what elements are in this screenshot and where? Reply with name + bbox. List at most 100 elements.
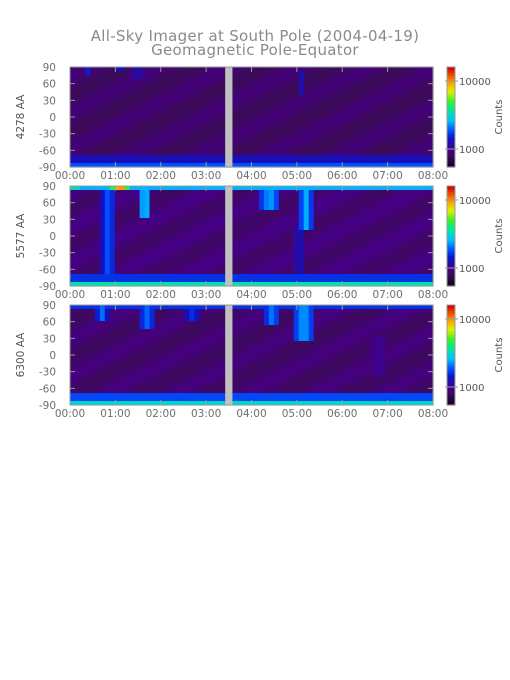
- heatmap-cell: [403, 242, 409, 247]
- heatmap-cell: [268, 365, 275, 370]
- heatmap-cell: [418, 83, 424, 88]
- heatmap-cell: [258, 381, 265, 386]
- heatmap-cell: [288, 218, 295, 223]
- heatmap-cell: [244, 262, 250, 267]
- heatmap-cell: [398, 95, 404, 100]
- heatmap-cell: [99, 206, 106, 211]
- heatmap-cell: [159, 349, 166, 354]
- heatmap-cell: [383, 230, 389, 235]
- heatmap-cell: [174, 254, 180, 259]
- colorbar-step: [447, 153, 455, 156]
- heatmap-cell: [209, 254, 215, 259]
- heatmap-cell: [99, 163, 106, 168]
- heatmap-cell: [288, 230, 295, 235]
- heatmap-cell: [403, 91, 409, 96]
- heatmap-cell: [293, 206, 300, 211]
- heatmap-cell: [278, 365, 285, 370]
- heatmap-cell: [253, 325, 260, 330]
- heatmap-cell: [124, 397, 131, 402]
- heatmap-cell: [333, 262, 340, 267]
- heatmap-cell: [209, 99, 215, 104]
- heatmap-cell: [353, 127, 360, 132]
- heatmap-cell: [293, 234, 300, 239]
- heatmap-cell: [244, 71, 250, 76]
- heatmap-cell: [333, 143, 340, 148]
- heatmap-cell: [318, 206, 325, 211]
- heatmap-cell: [234, 71, 240, 76]
- heatmap-cell: [104, 95, 111, 100]
- heatmap-cell: [124, 337, 131, 342]
- heatmap-cell: [179, 143, 185, 148]
- heatmap-cell: [134, 151, 141, 156]
- heatmap-cell: [343, 186, 350, 191]
- heatmap-cell: [408, 115, 414, 120]
- heatmap-cell: [393, 107, 399, 112]
- heatmap-cell: [244, 155, 250, 160]
- heatmap-cell: [408, 238, 414, 243]
- heatmap-cell: [134, 147, 141, 152]
- heatmap-cell: [348, 234, 355, 239]
- heatmap-cell: [109, 274, 116, 279]
- heatmap-cell: [338, 194, 345, 199]
- heatmap-cell: [318, 254, 325, 259]
- heatmap-cell: [239, 401, 245, 406]
- heatmap-cell: [199, 111, 205, 116]
- heatmap-cell: [234, 87, 240, 92]
- heatmap-cell: [234, 377, 240, 382]
- heatmap-cell: [164, 381, 171, 386]
- heatmap-cell: [119, 333, 126, 338]
- heatmap-cell: [169, 210, 176, 215]
- heatmap-cell: [159, 115, 166, 120]
- heatmap-cell: [273, 393, 280, 398]
- heatmap-cell: [204, 389, 210, 394]
- heatmap-cell: [273, 278, 280, 283]
- heatmap-cell: [214, 274, 220, 279]
- heatmap-cell: [144, 313, 151, 318]
- heatmap-cell: [258, 159, 265, 164]
- heatmap-cell: [214, 321, 220, 326]
- y-axis-label: 4278 AA: [15, 94, 27, 140]
- heatmap-cell: [323, 194, 330, 199]
- heatmap-cell: [308, 238, 315, 243]
- heatmap-cell: [119, 393, 126, 398]
- heatmap-cell: [169, 119, 176, 124]
- heatmap-cell: [363, 250, 369, 255]
- heatmap-cell: [239, 186, 245, 191]
- heatmap-cell: [179, 202, 185, 207]
- heatmap-cell: [338, 226, 345, 231]
- heatmap-cell: [258, 107, 265, 112]
- heatmap-cell: [303, 202, 310, 207]
- heatmap-cell: [278, 317, 285, 322]
- heatmap-cell: [258, 250, 265, 255]
- heatmap-cell: [169, 194, 176, 199]
- heatmap-cell: [84, 393, 91, 398]
- heatmap-cell: [253, 389, 260, 394]
- heatmap-cell: [194, 67, 200, 72]
- heatmap-cell: [423, 250, 429, 255]
- heatmap-cell: [189, 194, 195, 199]
- heatmap-cell: [263, 250, 270, 255]
- heatmap-cell: [313, 159, 320, 164]
- heatmap-cell: [268, 242, 275, 247]
- heatmap-cell: [184, 397, 190, 402]
- heatmap-cell: [84, 127, 91, 132]
- colorbar-step: [447, 105, 455, 108]
- heatmap-cell: [413, 119, 419, 124]
- heatmap-cell: [258, 317, 265, 322]
- heatmap-cell: [89, 329, 96, 334]
- heatmap-cell: [234, 210, 240, 215]
- heatmap-cell: [244, 190, 250, 195]
- heatmap-cell: [298, 238, 305, 243]
- heatmap-cell: [129, 115, 136, 120]
- heatmap-cell: [74, 234, 81, 239]
- heatmap-cell: [423, 87, 429, 92]
- heatmap-cell: [70, 365, 76, 370]
- heatmap-cell: [169, 313, 176, 318]
- heatmap-cell: [204, 79, 210, 84]
- heatmap-cell: [159, 226, 166, 231]
- heatmap-cell: [239, 282, 245, 287]
- heatmap-cell: [124, 206, 131, 211]
- heatmap-cell: [244, 333, 250, 338]
- heatmap-cell: [219, 393, 225, 398]
- heatmap-cell: [199, 206, 205, 211]
